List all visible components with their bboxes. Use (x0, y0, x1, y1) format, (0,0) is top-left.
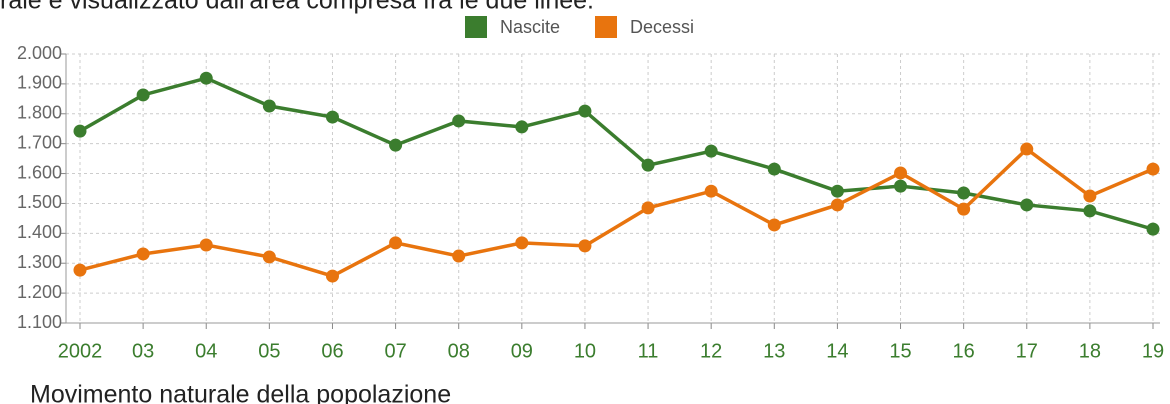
point (704, 184, 718, 198)
point (136, 88, 150, 102)
x-tick-label: 07 (384, 340, 406, 362)
x-tick-label: 09 (511, 340, 533, 362)
point (452, 114, 466, 128)
point (325, 269, 339, 283)
y-tick-label: 1.600 (17, 162, 62, 182)
point (452, 249, 466, 263)
x-tick-label: 17 (1016, 340, 1038, 362)
point (894, 166, 908, 180)
point (830, 198, 844, 212)
y-tick-label: 1.800 (17, 103, 62, 123)
point (389, 138, 403, 152)
y-tick-label: 2.000 (17, 43, 62, 63)
point (767, 218, 781, 232)
x-tick-label: 2002 (58, 340, 103, 362)
point (73, 124, 87, 138)
y-tick-label: 1.100 (17, 312, 62, 332)
series-line (79, 146, 1154, 278)
x-tick-label: 04 (195, 340, 217, 362)
point (515, 120, 529, 134)
x-tick-label: 12 (700, 340, 722, 362)
x-tick-label: 18 (1079, 340, 1101, 362)
x-tick-label: 05 (258, 340, 280, 362)
point (325, 110, 339, 124)
point (262, 99, 276, 113)
point (578, 239, 592, 253)
point (704, 144, 718, 158)
point (641, 158, 655, 172)
chart-title: Movimento naturale della popolazione (30, 381, 451, 404)
point (389, 236, 403, 250)
x-tick-label: 11 (638, 340, 659, 362)
point (641, 201, 655, 215)
point (73, 263, 87, 277)
legend-swatch (465, 16, 487, 38)
point (957, 186, 971, 200)
point (578, 104, 592, 118)
series-line (79, 76, 1154, 231)
point (894, 179, 908, 193)
y-tick-label: 1.400 (17, 222, 62, 242)
point (1020, 198, 1034, 212)
legend-label: Nascite (500, 17, 560, 37)
y-tick-label: 1.200 (17, 282, 62, 302)
point (767, 162, 781, 176)
x-tick-label: 15 (889, 340, 911, 362)
x-tick-label: 08 (448, 340, 470, 362)
x-tick-label: 03 (132, 340, 154, 362)
point (830, 184, 844, 198)
x-tick-label: 06 (321, 340, 343, 362)
y-tick-label: 1.900 (17, 73, 62, 93)
point (199, 238, 213, 252)
x-tick-label: 10 (574, 340, 596, 362)
point (1146, 222, 1160, 236)
point (1083, 189, 1097, 203)
point (262, 250, 276, 264)
point (515, 236, 529, 250)
caption: rale è visualizzato dall'area compresa f… (0, 0, 594, 15)
x-tick-label: 14 (826, 340, 848, 362)
y-tick-label: 1.300 (17, 252, 62, 272)
point (1020, 142, 1034, 156)
y-tick-label: 1.700 (17, 132, 62, 152)
legend-swatch (595, 16, 617, 38)
legend-label: Decessi (630, 17, 694, 37)
point (1083, 204, 1097, 218)
point (136, 247, 150, 261)
x-tick-label: 19 (1142, 340, 1164, 362)
point (957, 202, 971, 216)
point (199, 71, 213, 85)
point (1146, 162, 1160, 176)
x-tick-label: 13 (763, 340, 785, 362)
x-tick-label: 16 (953, 340, 975, 362)
y-tick-label: 1.500 (17, 192, 62, 212)
